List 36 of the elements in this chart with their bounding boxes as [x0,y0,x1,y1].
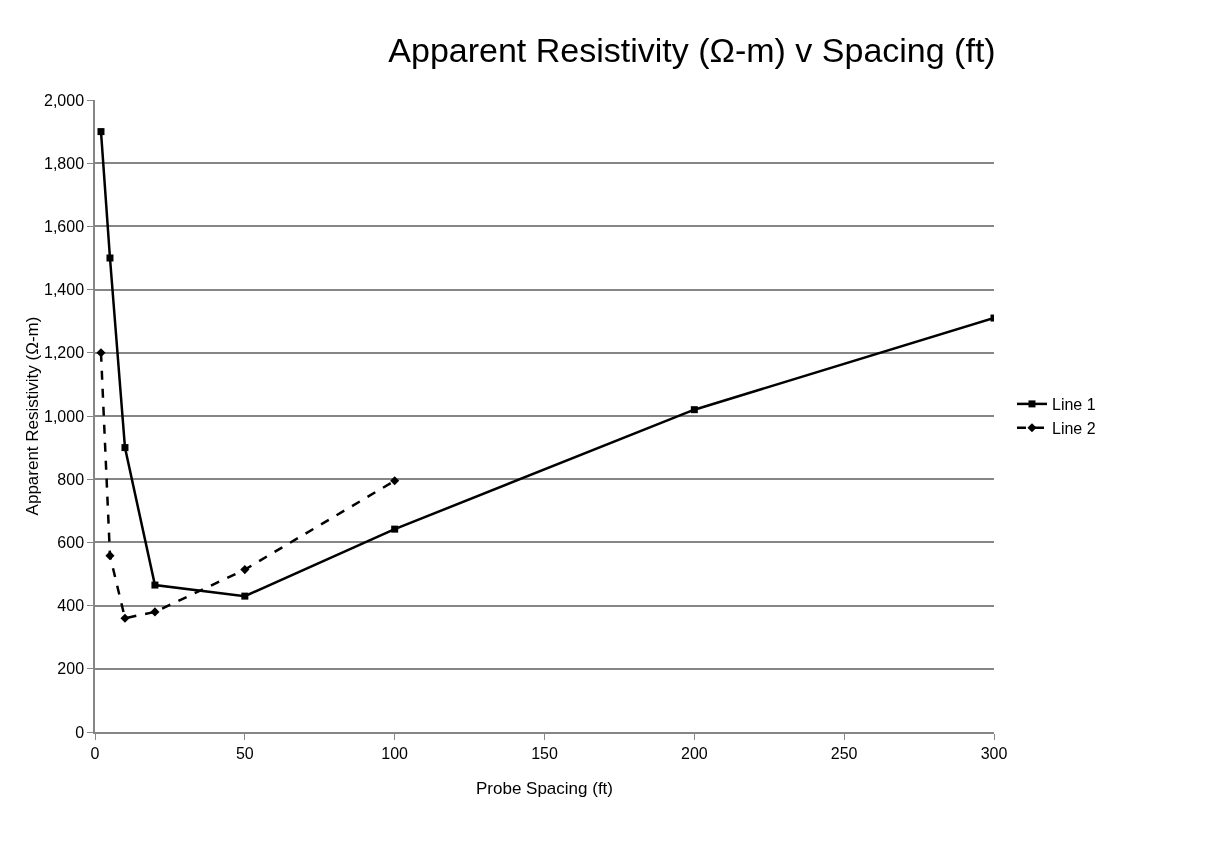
y-tick-label: 0 [75,723,85,741]
point [105,551,115,561]
point [121,444,129,452]
x-tick-label: 50 [235,744,254,762]
legend-label: Line 1 [1051,396,1096,414]
point [120,613,130,623]
point [97,128,105,136]
y-tick-label: 400 [57,597,85,615]
y-axis-title: Apparent Resistivity (Ω-m) [23,316,42,516]
point [151,581,159,589]
x-tick-label: 100 [381,744,409,762]
point [150,607,160,617]
y-tick-label: 1,000 [44,407,85,425]
x-tick-label: 0 [90,744,100,762]
point [391,525,399,533]
point [106,254,114,262]
chart-title: Apparent Resistivity (Ω-m) v Spacing (ft) [388,30,996,69]
y-tick-label: 1,400 [44,281,85,299]
y-tick-label: 1,800 [44,154,85,172]
point [390,476,400,486]
x-tick-label: 150 [531,744,558,762]
y-tick-label: 2,000 [44,91,85,109]
y-tick-label: 1,200 [44,344,85,362]
x-tick-label: 200 [680,744,708,762]
legend-label: Line 2 [1051,419,1096,437]
y-tick-label: 800 [57,470,85,488]
x-axis-title: Probe Spacing (ft) [475,778,614,798]
y-tick-label: 200 [57,660,85,678]
x-tick-label: 300 [980,744,1008,762]
x-tick-label: 250 [830,744,858,762]
y-tick-label: 600 [57,534,85,551]
y-tick-label: 1,600 [44,218,85,235]
point [96,348,106,358]
point [240,565,250,575]
point [241,592,249,600]
point [690,406,698,414]
